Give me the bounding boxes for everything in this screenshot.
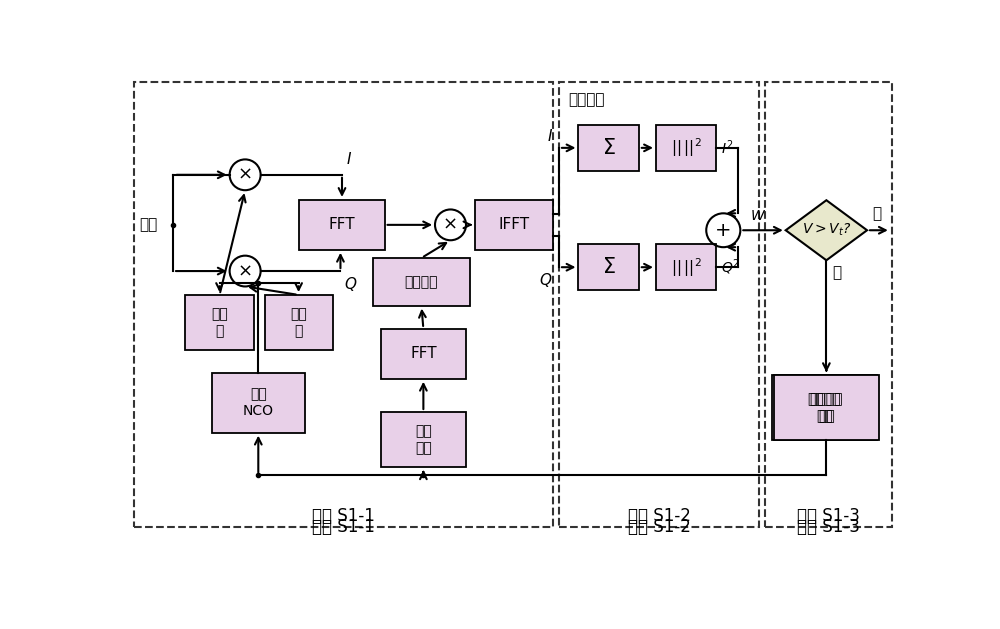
Text: 步骤 S1-2: 步骤 S1-2 bbox=[628, 518, 690, 537]
Text: 是: 是 bbox=[872, 206, 881, 221]
Text: 步骤 S1-2: 步骤 S1-2 bbox=[628, 507, 690, 525]
Text: 相干积分: 相干积分 bbox=[568, 92, 605, 107]
Text: $Q$: $Q$ bbox=[539, 271, 553, 289]
Text: 信号捕获
控制: 信号捕获 控制 bbox=[810, 392, 843, 423]
Text: IFFT: IFFT bbox=[498, 218, 530, 232]
Text: 否: 否 bbox=[833, 265, 842, 280]
FancyBboxPatch shape bbox=[381, 412, 466, 467]
Text: 步骤 S1-3: 步骤 S1-3 bbox=[797, 507, 860, 525]
FancyBboxPatch shape bbox=[381, 329, 466, 379]
Text: $V>V_t$?: $V>V_t$? bbox=[802, 222, 851, 238]
Text: $I$: $I$ bbox=[346, 151, 352, 167]
Text: 步骤 S1-3: 步骤 S1-3 bbox=[797, 518, 860, 537]
Polygon shape bbox=[786, 200, 867, 260]
Text: 训练
序列: 训练 序列 bbox=[415, 425, 432, 455]
Text: 输入: 输入 bbox=[139, 218, 157, 232]
Text: $Q^2$: $Q^2$ bbox=[721, 257, 740, 277]
Text: $||\,||^2$: $||\,||^2$ bbox=[671, 256, 702, 279]
Text: $||\,||^2$: $||\,||^2$ bbox=[671, 136, 702, 159]
Text: FFT: FFT bbox=[410, 347, 437, 361]
FancyBboxPatch shape bbox=[299, 200, 385, 250]
Text: FFT: FFT bbox=[329, 218, 355, 232]
Text: $I^2$: $I^2$ bbox=[721, 138, 733, 157]
Text: $\Sigma$: $\Sigma$ bbox=[602, 138, 615, 158]
Text: $\Sigma$: $\Sigma$ bbox=[602, 257, 615, 277]
FancyBboxPatch shape bbox=[475, 200, 553, 250]
Text: 信号捕获
控制: 信号捕获 控制 bbox=[808, 392, 841, 423]
Text: ×: × bbox=[238, 166, 253, 184]
Text: 余弦
表: 余弦 表 bbox=[290, 308, 307, 338]
FancyBboxPatch shape bbox=[656, 244, 716, 291]
FancyBboxPatch shape bbox=[185, 295, 254, 350]
FancyBboxPatch shape bbox=[578, 244, 639, 291]
Text: 正弦
表: 正弦 表 bbox=[211, 308, 228, 338]
FancyBboxPatch shape bbox=[578, 125, 639, 171]
Text: $W$: $W$ bbox=[750, 209, 767, 223]
FancyBboxPatch shape bbox=[772, 375, 877, 440]
FancyBboxPatch shape bbox=[264, 295, 333, 350]
Text: +: + bbox=[715, 221, 732, 240]
Text: ×: × bbox=[238, 262, 253, 280]
FancyBboxPatch shape bbox=[212, 373, 305, 433]
FancyBboxPatch shape bbox=[373, 258, 470, 306]
FancyBboxPatch shape bbox=[774, 375, 879, 440]
FancyBboxPatch shape bbox=[656, 125, 716, 171]
Text: 复数共轭: 复数共轭 bbox=[405, 275, 438, 289]
Text: 步骤 S1-1: 步骤 S1-1 bbox=[312, 507, 375, 525]
Text: $I$: $I$ bbox=[547, 128, 553, 144]
Text: ×: × bbox=[443, 216, 458, 234]
Text: $Q$: $Q$ bbox=[344, 275, 358, 293]
Text: 步骤 S1-1: 步骤 S1-1 bbox=[312, 518, 375, 537]
Text: 载波
NCO: 载波 NCO bbox=[243, 387, 274, 418]
